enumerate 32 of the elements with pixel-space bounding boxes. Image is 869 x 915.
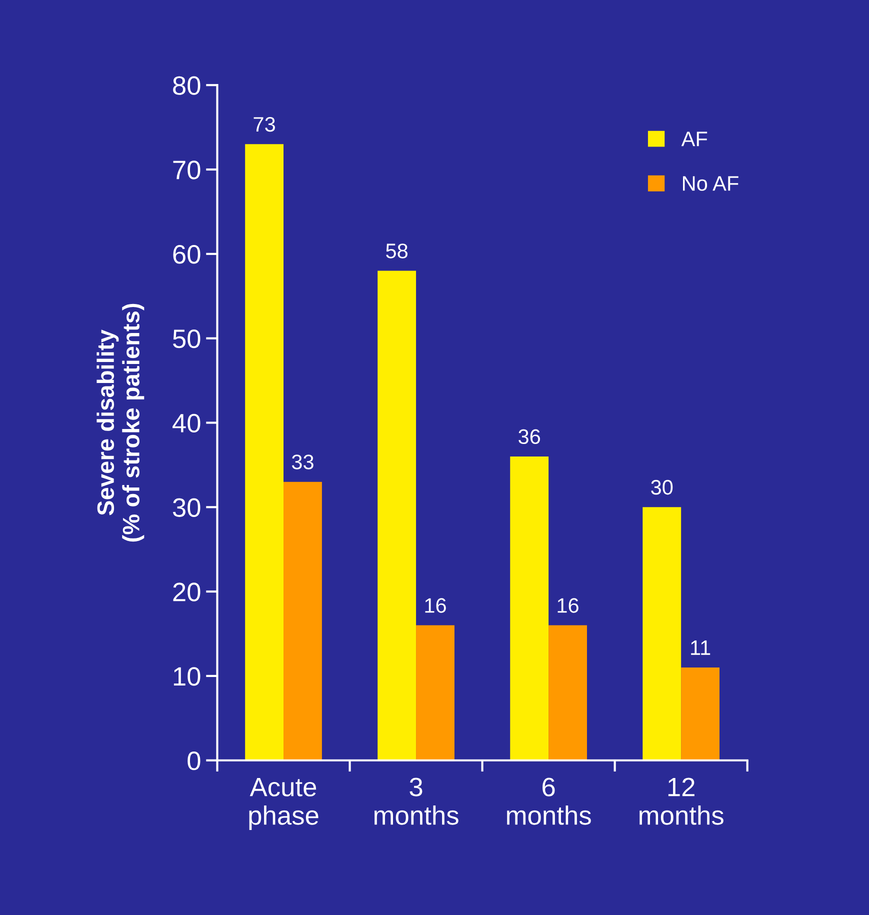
y-tick-label: 70 — [173, 160, 200, 180]
bar — [510, 456, 549, 760]
data-label: 11 — [691, 640, 710, 655]
y-tick-label: 80 — [173, 76, 200, 95]
x-tick-label: Acute phase — [249, 778, 318, 830]
x-tick-label: 12 months — [640, 778, 724, 825]
y-tick-label: 60 — [173, 245, 200, 264]
legend-label: AF — [681, 132, 708, 146]
bar — [284, 482, 322, 760]
bar — [642, 507, 682, 760]
y-tick-label: 0 — [188, 752, 200, 770]
y-tick-label: 50 — [172, 329, 200, 348]
data-label: 73 — [254, 116, 275, 132]
y-tick-label: 40 — [172, 414, 200, 433]
data-label: 58 — [386, 244, 408, 258]
data-label: 33 — [292, 454, 314, 470]
bar — [378, 270, 416, 760]
legend-label: No AF — [683, 176, 738, 191]
bar — [548, 625, 587, 760]
x-tick-label: 3 months — [374, 778, 458, 825]
y-tick-label: 10 — [174, 667, 200, 686]
y-axis-title: Severe disability (% of stroke patients) — [96, 304, 144, 542]
y-tick-label: 20 — [173, 582, 200, 602]
bar — [681, 668, 720, 760]
data-label: 36 — [518, 429, 540, 444]
y-tick-label: 30 — [172, 498, 200, 517]
data-label: 16 — [558, 598, 578, 613]
data-label: 16 — [425, 598, 446, 613]
bar — [416, 625, 454, 760]
bar — [245, 144, 284, 760]
x-tick-label: 6 months — [507, 778, 591, 825]
data-label: 30 — [651, 480, 673, 495]
